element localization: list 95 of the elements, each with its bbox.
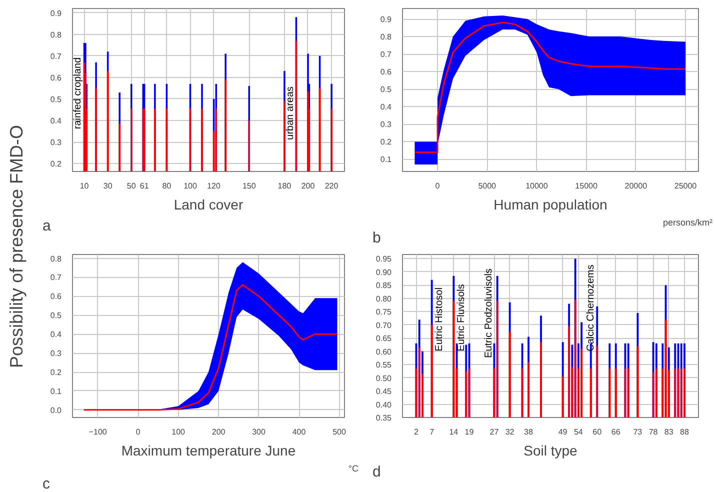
x-tick-label: 10 — [80, 182, 90, 190]
y-tick-label: 0.8 — [50, 254, 62, 264]
y-tick-label: 0.4 — [50, 116, 62, 126]
x-tick-label: 54 — [574, 428, 584, 436]
y-tick-label: 0.70 — [376, 320, 392, 330]
x-tick-label: 120 — [207, 182, 222, 190]
y-tick-label: 0.4 — [380, 102, 392, 112]
x-axis-title: Soil type — [524, 442, 578, 458]
x-tick-label: 38 — [524, 428, 534, 436]
x-tick-label: 61 — [140, 182, 150, 190]
x-tick-label: 27 — [490, 428, 500, 436]
x-tick-label: 20000 — [624, 182, 648, 190]
x-tick-label: 73 — [633, 428, 643, 436]
x-tick-label: 2 — [414, 428, 419, 436]
y-tick-label: 0.75 — [376, 308, 392, 317]
x-tick-label: 50 — [126, 182, 136, 190]
x-tick-label: 5000 — [478, 182, 497, 190]
x-tick-label: 30 — [103, 182, 113, 190]
y-tick-label: 0.60 — [376, 347, 392, 356]
y-tick-label: 0.2 — [50, 368, 62, 378]
y-tick-label: 0.3 — [50, 138, 62, 147]
x-tick-label: 0 — [435, 182, 440, 190]
text: b — [372, 230, 381, 246]
x-tick-label: −100 — [88, 428, 108, 436]
annotation: Eutric Podzoluvisols — [483, 268, 494, 358]
x-tick-label: 66 — [611, 428, 621, 436]
y-tick-label: 0.9 — [380, 15, 392, 24]
x-tick-label: 10000 — [526, 182, 548, 190]
x-tick-label: 500 — [332, 428, 346, 436]
x-tick-label: 88 — [680, 428, 690, 436]
y-tick-label: 0.7 — [50, 52, 62, 61]
y-tick-label: 0.1 — [380, 155, 392, 164]
y-tick-label: 0.0 — [50, 406, 62, 415]
x-tick-label: 0 — [136, 428, 141, 436]
x-tick-label: 100 — [172, 428, 186, 436]
x-tick-label: 100 — [184, 182, 198, 190]
x-tick-label: 60 — [592, 428, 602, 436]
y-tick-label: 0.55 — [376, 360, 392, 370]
y-tick-label: 0.8 — [50, 30, 62, 40]
annotation: Calcic Chernozems — [585, 264, 596, 352]
x-tick-label: 32 — [505, 428, 515, 436]
y-tick-label: 0.45 — [376, 387, 392, 396]
x-tick-label: 19 — [464, 428, 474, 436]
x-tick-label: 200 — [212, 428, 226, 436]
y-tick-label: 0.90 — [376, 268, 392, 277]
x-axis-title: Land cover — [174, 196, 244, 212]
x-tick-label: 15000 — [575, 182, 598, 190]
text: Possibility of presence FMD-O — [6, 124, 26, 368]
annotation: Eutric Fluvisols — [456, 284, 467, 352]
x-tick-label: 14 — [449, 428, 459, 436]
y-tick-label: 0.50 — [376, 374, 392, 383]
y-tick-label: 0.6 — [50, 292, 62, 302]
x-tick-label: 300 — [252, 428, 266, 436]
x-axis-title: Maximum temperature June — [121, 442, 296, 458]
text: a — [42, 218, 52, 234]
y-tick-label: 0.3 — [50, 349, 62, 358]
x-tick-label: 25000 — [674, 182, 698, 190]
annotation: urban areas — [284, 86, 296, 140]
y-tick-label: 0.9 — [50, 8, 62, 18]
y-tick-label: 0.95 — [376, 254, 392, 264]
y-tick-label: 0.40 — [376, 400, 392, 410]
text: °C — [348, 464, 359, 474]
x-tick-label: 49 — [558, 428, 568, 436]
y-tick-label: 0.4 — [50, 330, 62, 340]
x-tick-label: 180 — [278, 182, 292, 190]
annotation: rainfed cropland — [72, 57, 84, 130]
x-tick-label: 400 — [292, 428, 306, 436]
y-tick-label: 0.5 — [380, 85, 392, 94]
y-tick-label: 0.2 — [380, 138, 392, 147]
text: d — [372, 464, 381, 480]
x-tick-label: 150 — [242, 182, 256, 190]
y-tick-label: 0.3 — [380, 120, 392, 130]
text: persons/km² — [662, 218, 713, 228]
x-axis-title: Human population — [494, 196, 608, 212]
y-tick-label: 0.7 — [50, 273, 62, 282]
y-tick-label: 0.6 — [380, 68, 392, 77]
y-tick-label: 0.7 — [380, 50, 392, 60]
y-tick-label: 0.85 — [376, 281, 392, 290]
y-tick-label: 0.35 — [376, 414, 392, 422]
y-tick-label: 0.65 — [376, 334, 392, 344]
y-tick-label: 0.6 — [50, 73, 62, 82]
y-tick-label: 0.5 — [50, 311, 62, 320]
text: c — [42, 476, 50, 492]
y-tick-label: 0.1 — [50, 386, 62, 396]
y-tick-label: 0.80 — [376, 294, 392, 304]
y-tick-label: 0.5 — [50, 94, 62, 104]
x-tick-label: 220 — [324, 182, 339, 190]
y-tick-label: 0.8 — [380, 32, 392, 42]
x-tick-label: 78 — [648, 428, 658, 436]
x-tick-label: 80 — [162, 182, 172, 190]
annotation: Eutric Histosol — [434, 287, 446, 352]
x-tick-label: 200 — [301, 182, 316, 190]
y-tick-label: 0.2 — [50, 160, 62, 169]
x-tick-label: 7 — [430, 428, 435, 436]
x-tick-label: 83 — [664, 428, 674, 436]
